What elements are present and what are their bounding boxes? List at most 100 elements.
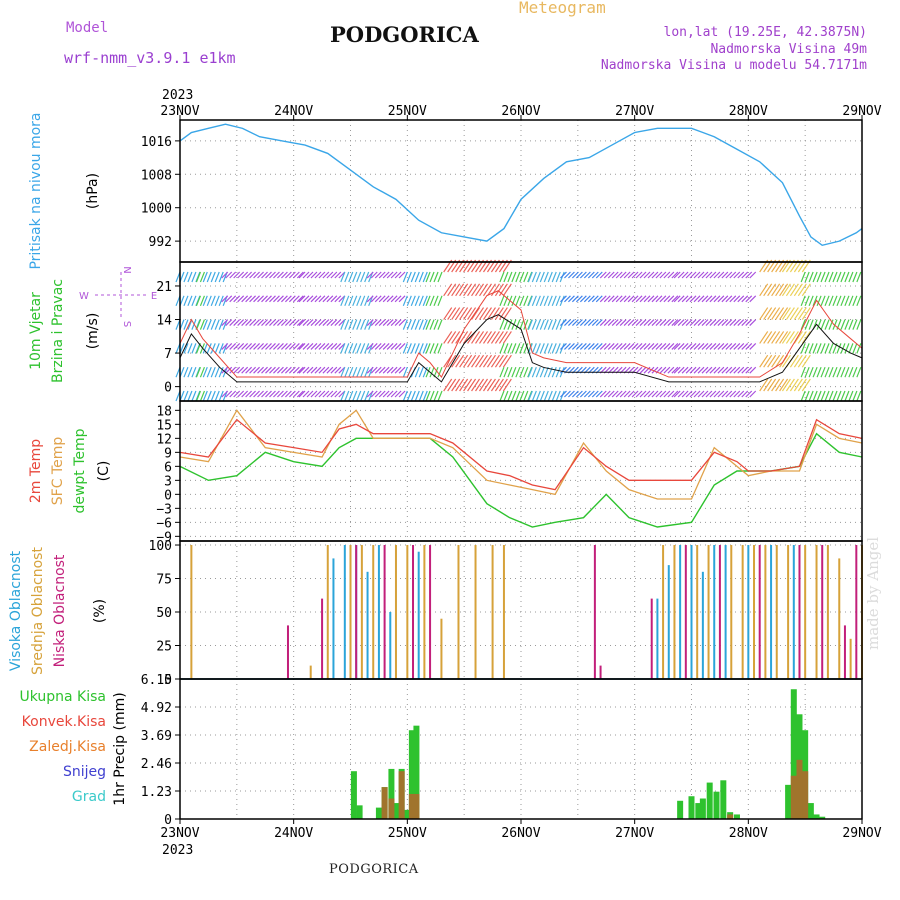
wind-vector — [459, 354, 469, 368]
wind-vector — [689, 295, 697, 303]
wind-vector — [330, 319, 338, 327]
wind-vector — [269, 319, 276, 327]
wind-vector — [459, 378, 469, 392]
wind-vector — [378, 342, 386, 350]
wind-vector — [603, 319, 611, 327]
wind-vector — [611, 295, 619, 303]
y-tick-label: −9 — [156, 530, 172, 545]
wind-vector — [314, 366, 322, 374]
wind-vector — [467, 354, 477, 368]
precip-bar — [404, 809, 411, 819]
wind-vector — [579, 319, 587, 327]
wind-vector — [659, 390, 667, 398]
wind-vector — [631, 390, 639, 398]
wind-vector — [523, 319, 529, 330]
wind-vector — [639, 342, 647, 350]
wind-vector — [820, 271, 826, 283]
wind-vector — [824, 390, 830, 402]
wind-vector — [685, 271, 693, 279]
wind-vector — [705, 271, 713, 279]
wind-vector — [249, 390, 257, 398]
wind-vector — [374, 271, 382, 279]
wind-vector — [410, 295, 416, 307]
mid-cloud-axis-label: Srednja Oblacnost — [30, 547, 46, 675]
wind-vector — [737, 390, 745, 398]
x-tick-label-top: 27NOV — [615, 104, 654, 119]
wind-vector — [832, 319, 838, 330]
wind-vector — [767, 378, 777, 392]
wind-vector — [527, 319, 533, 330]
wind-vector — [808, 343, 814, 354]
wind-vector — [701, 319, 709, 327]
wind-vector — [767, 331, 777, 344]
wind-vector — [651, 319, 659, 327]
wind-vector — [475, 354, 485, 368]
wind-vector — [627, 342, 635, 350]
wind-vector — [595, 271, 603, 279]
wind-vector — [575, 271, 583, 279]
wind-vector — [364, 366, 370, 378]
wind-vector — [451, 307, 461, 320]
wind-vector — [326, 271, 334, 279]
wind-vector — [414, 343, 420, 354]
wind-vector — [812, 390, 818, 402]
wind-vector — [564, 390, 571, 398]
wind-vector — [348, 390, 354, 402]
wind-vector — [310, 319, 318, 327]
wind-vector — [422, 295, 428, 307]
wind-vector — [370, 319, 378, 327]
wind-vector — [705, 390, 713, 398]
wind-vector — [302, 390, 310, 398]
wind-vector — [455, 354, 465, 368]
wind-vector — [330, 295, 338, 303]
wind-vector — [277, 271, 284, 279]
wind-vector — [560, 271, 567, 279]
wind-vector — [269, 271, 276, 279]
wind-vector — [326, 319, 334, 327]
wind-vector — [249, 342, 257, 350]
y-tick-label: 7 — [164, 347, 172, 362]
wind-vector — [515, 319, 521, 330]
wind-vector — [663, 390, 671, 398]
wind-vector — [797, 331, 807, 344]
wind-vector — [677, 295, 685, 303]
wind-vector — [567, 390, 575, 398]
wind-vector — [591, 295, 599, 303]
wind-vector — [515, 271, 521, 283]
y-tick-label: 21 — [156, 280, 172, 295]
wind-vector — [697, 390, 705, 398]
wind-vector — [418, 319, 424, 330]
wind-vector — [344, 295, 350, 307]
pressure-units: (hPa) — [85, 173, 101, 209]
wind-vector — [241, 271, 249, 279]
wind-vector — [717, 390, 725, 398]
wind-vector — [280, 390, 288, 398]
precip-bar — [677, 800, 684, 819]
wind-vector — [511, 390, 517, 402]
y-tick-label: 6 — [164, 460, 172, 475]
wind-vector — [591, 342, 599, 350]
wind-vector — [507, 366, 513, 378]
wind-vector — [763, 331, 773, 344]
wind-vector — [820, 390, 826, 402]
wind-vector — [390, 390, 398, 398]
wind-vector — [418, 390, 424, 402]
wind-vector — [229, 319, 237, 327]
wind-vector — [437, 295, 443, 307]
wind-vector — [306, 366, 314, 374]
wind-vector — [523, 390, 529, 402]
wind-vector — [447, 283, 457, 297]
wind-vector — [852, 390, 858, 402]
cloud-bar — [821, 545, 824, 679]
cloud-bar — [690, 545, 693, 679]
precip-bar — [413, 725, 420, 819]
wind-vector — [643, 390, 651, 398]
wind-vector — [627, 319, 635, 327]
wind-vector — [425, 366, 431, 378]
wind-vector — [214, 319, 220, 330]
wind-vector — [261, 390, 268, 398]
wind-vector — [808, 366, 814, 378]
wind-vector — [334, 366, 342, 374]
wind-vector — [210, 390, 216, 402]
precip-bar — [813, 814, 820, 819]
